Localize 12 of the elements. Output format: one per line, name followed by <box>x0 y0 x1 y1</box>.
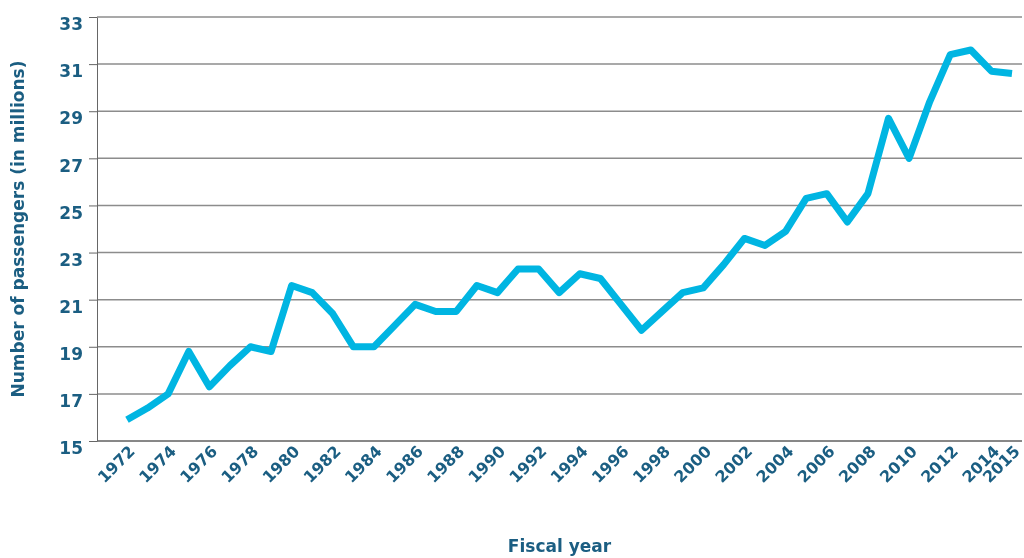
y-axis-title: Number of passengers (in millions) <box>8 60 28 398</box>
y-tick-label: 15 <box>59 438 83 459</box>
x-axis-title: Fiscal year <box>507 536 612 556</box>
y-tick-label: 23 <box>59 249 83 270</box>
y-tick-label: 21 <box>59 296 83 317</box>
y-tick-label: 31 <box>59 61 83 82</box>
y-tick-label: 33 <box>59 14 83 35</box>
y-tick-label: 25 <box>59 202 83 223</box>
y-tick-label: 29 <box>59 108 83 129</box>
y-tick-label: 27 <box>59 155 83 176</box>
y-tick-label: 17 <box>59 391 83 412</box>
y-tick-label: 19 <box>59 344 83 365</box>
